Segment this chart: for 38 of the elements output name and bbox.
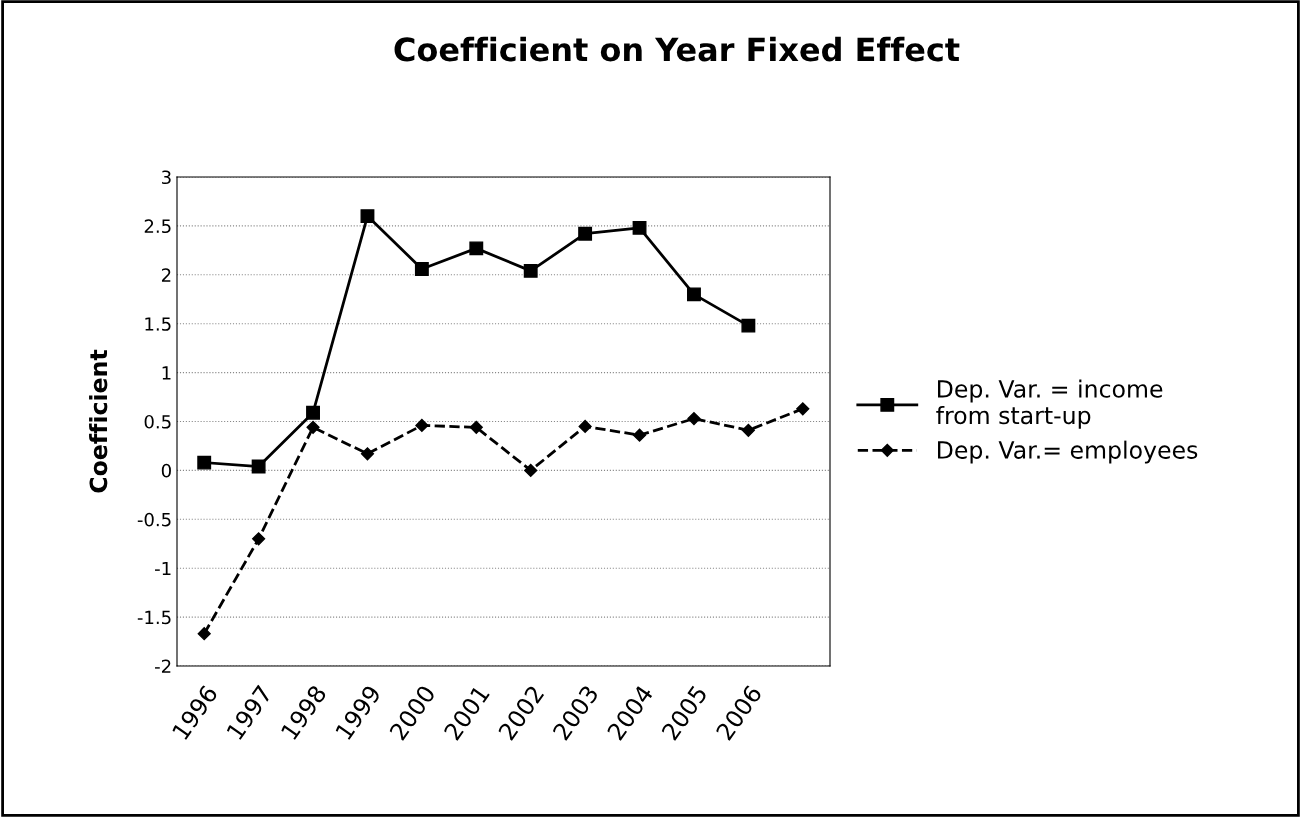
point — [687, 287, 701, 302]
point — [414, 261, 429, 276]
point — [306, 405, 320, 420]
y-tick-label: 1.5 — [145, 317, 171, 331]
point — [524, 463, 538, 477]
y-tick-label: 0 — [161, 463, 171, 478]
point — [469, 241, 484, 256]
legend-label: Dep. Var. = income from start-up — [936, 379, 1163, 429]
y-tick-label: -1 — [155, 561, 171, 576]
point — [415, 418, 429, 433]
point — [306, 420, 320, 434]
point — [197, 455, 212, 470]
point — [632, 220, 647, 235]
point — [632, 428, 647, 442]
chart-title: Coefficient on Year Fixed Effect — [394, 36, 960, 62]
legend-label: Dep. Var.= employees — [938, 440, 1198, 464]
point — [469, 420, 483, 434]
point — [741, 423, 755, 437]
y-axis-title: Coefficient — [89, 349, 108, 493]
y-tick-label: 3 — [162, 170, 171, 185]
point — [197, 627, 211, 641]
y-tick-label: 2 — [161, 268, 171, 282]
y-tick-label: -0.5 — [137, 512, 171, 527]
point — [796, 402, 810, 416]
y-tick-label: 1 — [162, 366, 171, 380]
point — [252, 532, 266, 546]
point — [687, 411, 701, 426]
point — [741, 318, 756, 333]
point — [523, 263, 538, 278]
point — [360, 209, 375, 224]
y-tick-label: -1.5 — [137, 610, 171, 625]
point — [578, 226, 593, 241]
y-tick-label: 0.5 — [144, 414, 171, 429]
y-tick-label: 2.5 — [144, 219, 171, 234]
y-tick-label: -2 — [155, 659, 171, 673]
point — [251, 459, 266, 474]
point — [360, 447, 375, 461]
point — [578, 419, 592, 433]
